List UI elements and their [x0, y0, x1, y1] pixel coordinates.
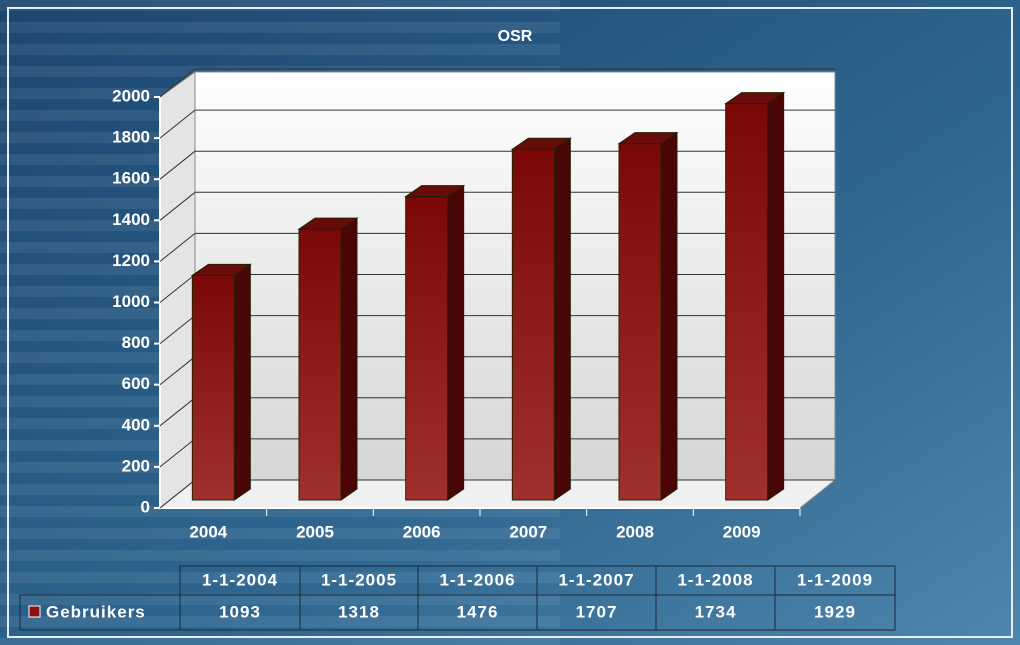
y-tick-label: 1400 [112, 210, 150, 229]
x-tick-label: 2006 [403, 522, 441, 541]
legend-swatch [28, 605, 41, 618]
x-tick-label: 2008 [616, 522, 654, 541]
table-value: 1734 [695, 602, 737, 621]
table-column-header: 1-1-2004 [202, 570, 278, 589]
table-value: 1318 [338, 602, 380, 621]
x-tick-label: 2004 [189, 522, 227, 541]
y-tick-label: 1800 [112, 128, 150, 147]
grid-line [159, 356, 196, 386]
bar-side [553, 137, 571, 501]
grid-line [159, 479, 196, 509]
bar [298, 228, 342, 501]
grid-line [159, 109, 196, 139]
bar-side [660, 131, 678, 501]
bar [725, 103, 769, 501]
table-column-header: 1-1-2007 [558, 570, 634, 589]
table-column-header: 1-1-2006 [439, 570, 515, 589]
grid-line [159, 68, 196, 98]
y-tick-label: 0 [141, 497, 150, 516]
table-cell [774, 594, 896, 631]
grid-line [159, 397, 196, 427]
bar [618, 143, 662, 501]
table-value: 1929 [814, 602, 856, 621]
grid-line [159, 150, 196, 180]
table-value: 1476 [457, 602, 499, 621]
x-tick-label: 2007 [509, 522, 547, 541]
bar [405, 196, 449, 501]
table-column-header: 1-1-2008 [677, 570, 753, 589]
y-tick-label: 600 [122, 374, 150, 393]
bar [511, 148, 555, 501]
table-value: 1093 [219, 602, 261, 621]
y-tick-label: 1600 [112, 169, 150, 188]
grid-line [159, 233, 196, 262]
grid-line [159, 438, 196, 468]
bar [191, 274, 235, 501]
y-tick-label: 200 [122, 456, 150, 475]
legend-label: Gebruikers [46, 602, 146, 621]
x-tick-label: 2009 [723, 522, 761, 541]
y-tick-label: 800 [122, 333, 150, 352]
chart-title: OSR [498, 28, 533, 45]
y-tick-label: 2000 [112, 86, 150, 105]
bar-side [340, 217, 358, 501]
frame [7, 7, 1013, 638]
x-tick-label: 2005 [296, 522, 334, 541]
table-value: 1707 [576, 602, 618, 621]
grid-line [159, 315, 196, 344]
y-tick-label: 400 [122, 415, 150, 434]
table-column-header: 1-1-2009 [797, 570, 873, 589]
bar-side [447, 184, 465, 501]
bar-side [233, 263, 251, 501]
bar-side [767, 91, 785, 501]
y-tick-label: 1200 [112, 251, 150, 270]
grid-line [159, 274, 196, 303]
table-column-header: 1-1-2005 [321, 570, 397, 589]
grid-line [159, 191, 196, 221]
y-tick-label: 1000 [112, 292, 150, 311]
